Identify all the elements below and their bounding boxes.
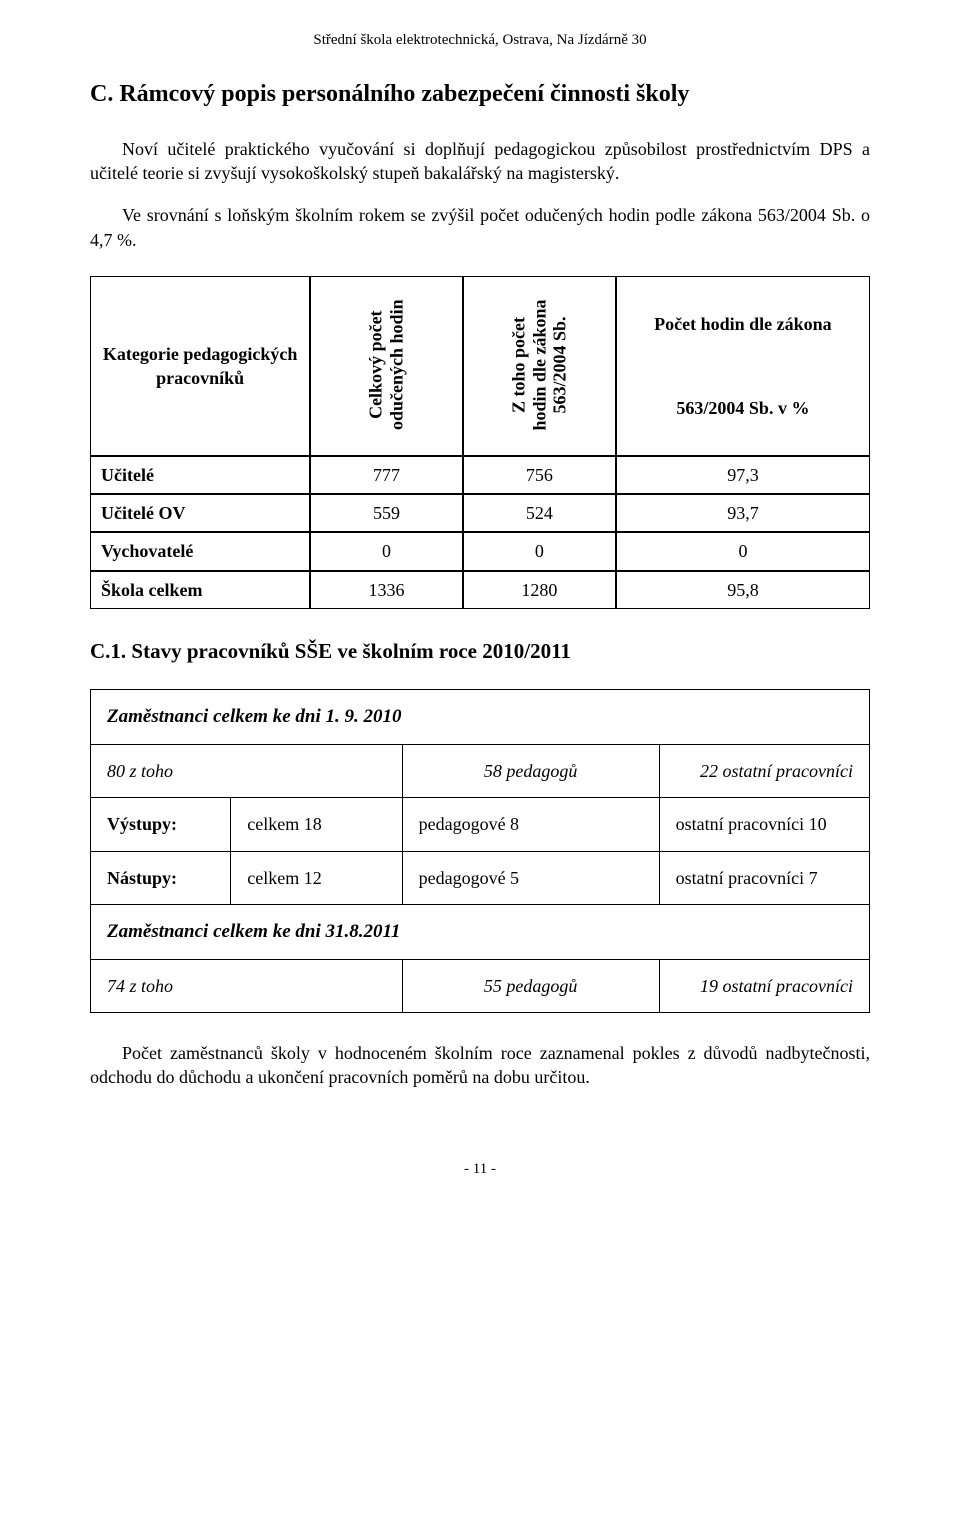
cell: 55 pedagogů — [402, 959, 659, 1012]
cell: 524 — [463, 494, 616, 532]
row-label: Učitelé — [90, 456, 310, 494]
staff-row-heading: Zaměstnanci celkem ke dni 31.8.2011 — [91, 904, 870, 959]
closing-paragraph: Počet zaměstnanců školy v hodnoceném ško… — [90, 1041, 870, 1090]
table-row: Výstupy: celkem 18 pedagogové 8 ostatní … — [91, 798, 870, 851]
staff-table: Zaměstnanci celkem ke dni 1. 9. 2010 80 … — [90, 689, 870, 1012]
header-percent-bottom: 563/2004 Sb. v % — [627, 396, 859, 420]
cell: 58 pedagogů — [402, 745, 659, 798]
cell: celkem 12 — [231, 851, 402, 904]
table-row: Škola celkem 1336 1280 95,8 — [90, 571, 870, 609]
table-row: Nástupy: celkem 12 pedagogové 5 ostatní … — [91, 851, 870, 904]
row-label: Škola celkem — [90, 571, 310, 609]
table-row: Učitelé 777 756 97,3 — [90, 456, 870, 494]
cell: 1336 — [310, 571, 463, 609]
page-number: - 11 - — [90, 1159, 870, 1179]
doc-header: Střední škola elektrotechnická, Ostrava,… — [90, 30, 870, 50]
header-percent-top: Počet hodin dle zákona — [627, 312, 859, 336]
table-row: Učitelé OV 559 524 93,7 — [90, 494, 870, 532]
table-header-row: Kategorie pedagogických pracovníků Celko… — [90, 276, 870, 456]
row-label: Vychovatelé — [90, 532, 310, 570]
header-category: Kategorie pedagogických pracovníků — [90, 276, 310, 456]
table-row: Zaměstnanci celkem ke dni 1. 9. 2010 — [91, 690, 870, 745]
table-row: 74 z toho 55 pedagogů 19 ostatní pracovn… — [91, 959, 870, 1012]
cell: 1280 — [463, 571, 616, 609]
cell: celkem 18 — [231, 798, 402, 851]
header-category-text: Kategorie pedagogických pracovníků — [103, 344, 297, 388]
cell: 19 ostatní pracovníci — [659, 959, 869, 1012]
header-percent: Počet hodin dle zákona 563/2004 Sb. v % — [616, 276, 870, 456]
page: Střední škola elektrotechnická, Ostrava,… — [0, 0, 960, 1220]
row-label: Učitelé OV — [90, 494, 310, 532]
cell: 777 — [310, 456, 463, 494]
table-row: Vychovatelé 0 0 0 — [90, 532, 870, 570]
cell: Výstupy: — [91, 798, 231, 851]
table-row: 80 z toho 58 pedagogů 22 ostatní pracovn… — [91, 745, 870, 798]
paragraph-intro-2: Ve srovnání s loňským školním rokem se z… — [90, 203, 870, 252]
header-law-hours-text: Z toho počethodin dle zákona563/2004 Sb. — [508, 299, 570, 430]
cell: 95,8 — [616, 571, 870, 609]
header-law-hours: Z toho počethodin dle zákona563/2004 Sb. — [463, 276, 616, 456]
cell: 756 — [463, 456, 616, 494]
hours-table: Kategorie pedagogických pracovníků Celko… — [90, 276, 870, 609]
cell: 74 z toho — [91, 959, 403, 1012]
cell: 80 z toho — [91, 745, 403, 798]
cell: 22 ostatní pracovníci — [659, 745, 869, 798]
section-title: C. Rámcový popis personálního zabezpečen… — [90, 78, 870, 110]
header-total-hours-text: Celkový početodučených hodin — [366, 300, 407, 431]
paragraph-intro-1: Noví učitelé praktického vyučování si do… — [90, 137, 870, 186]
cell: 93,7 — [616, 494, 870, 532]
cell: 97,3 — [616, 456, 870, 494]
cell: 0 — [310, 532, 463, 570]
cell: pedagogové 5 — [402, 851, 659, 904]
header-total-hours: Celkový početodučených hodin — [310, 276, 463, 456]
subsection-title: C.1. Stavy pracovníků SŠE ve školním roc… — [90, 637, 870, 665]
cell: pedagogové 8 — [402, 798, 659, 851]
cell: Nástupy: — [91, 851, 231, 904]
cell: ostatní pracovníci 10 — [659, 798, 869, 851]
cell: 559 — [310, 494, 463, 532]
cell: ostatní pracovníci 7 — [659, 851, 869, 904]
cell: 0 — [463, 532, 616, 570]
table-row: Zaměstnanci celkem ke dni 31.8.2011 — [91, 904, 870, 959]
cell: 0 — [616, 532, 870, 570]
staff-row-heading: Zaměstnanci celkem ke dni 1. 9. 2010 — [91, 690, 870, 745]
